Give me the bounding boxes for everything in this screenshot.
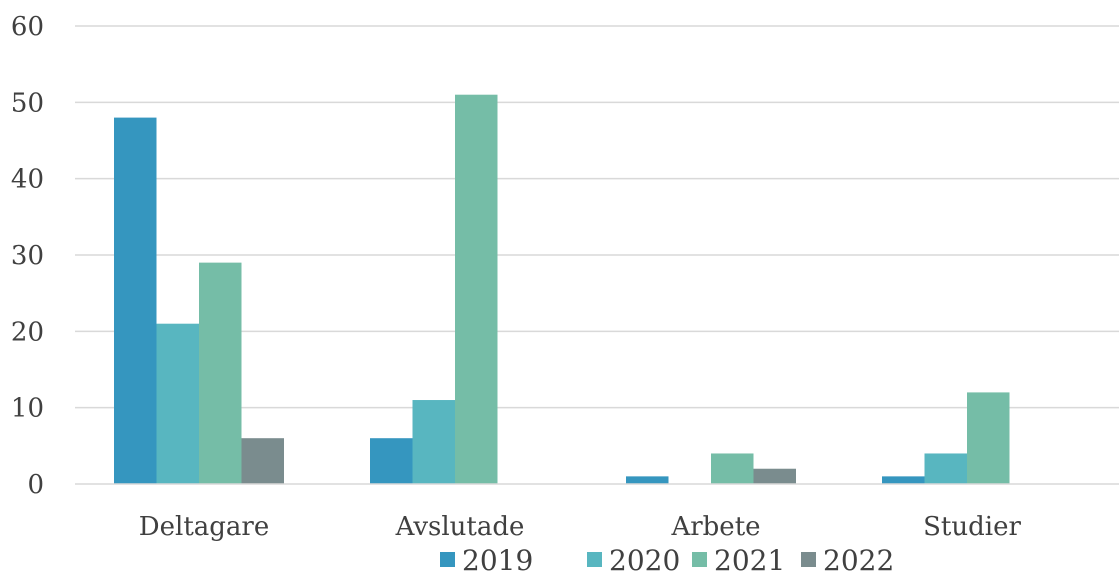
x-category-label: Deltagare [139,512,269,542]
bars [114,94,1010,484]
legend-label-2020: 2020 [609,544,680,574]
legend-label-2021: 2021 [714,544,785,574]
bar-avslutade-2021 [455,94,498,484]
x-axis: Deltagare Avslutade Arbete Studier [75,483,1119,542]
legend-label-2019: 2019 [462,544,533,574]
bar-deltagare-2021 [199,262,242,484]
bar-deltagare-2020 [156,323,199,484]
bar-deltagare-2019 [114,117,157,484]
bar-studier-2020 [924,453,967,484]
y-axis-tick-labels: 0 10 20 30 40 50 60 [11,12,44,500]
bar-deltagare-2022 [241,438,284,484]
legend-swatch-2019 [440,552,455,567]
x-category-label: Avslutade [395,512,525,542]
y-tick-label: 60 [11,12,44,42]
x-category-label: Arbete [670,512,760,542]
legend-swatch-2020 [587,552,602,567]
x-category-label: Studier [923,512,1021,542]
y-tick-label: 30 [11,241,44,271]
y-tick-label: 10 [11,394,44,424]
bar-arbete-2021 [711,453,754,484]
bar-avslutade-2019 [370,438,413,484]
bar-studier-2021 [967,392,1010,484]
y-tick-label: 20 [11,317,44,347]
y-tick-label: 0 [27,470,44,500]
bar-arbete-2022 [753,468,796,484]
legend-label-2022: 2022 [823,544,894,574]
bar-studier-2019 [882,476,925,484]
legend-swatch-2022 [801,552,816,567]
legend: 2019 2020 2021 2022 [440,544,894,574]
bar-arbete-2019 [626,476,669,484]
y-tick-label: 50 [11,88,44,118]
bar-avslutade-2020 [412,400,455,484]
gridlines [75,25,1119,409]
y-tick-label: 40 [11,165,44,195]
legend-swatch-2021 [692,552,707,567]
